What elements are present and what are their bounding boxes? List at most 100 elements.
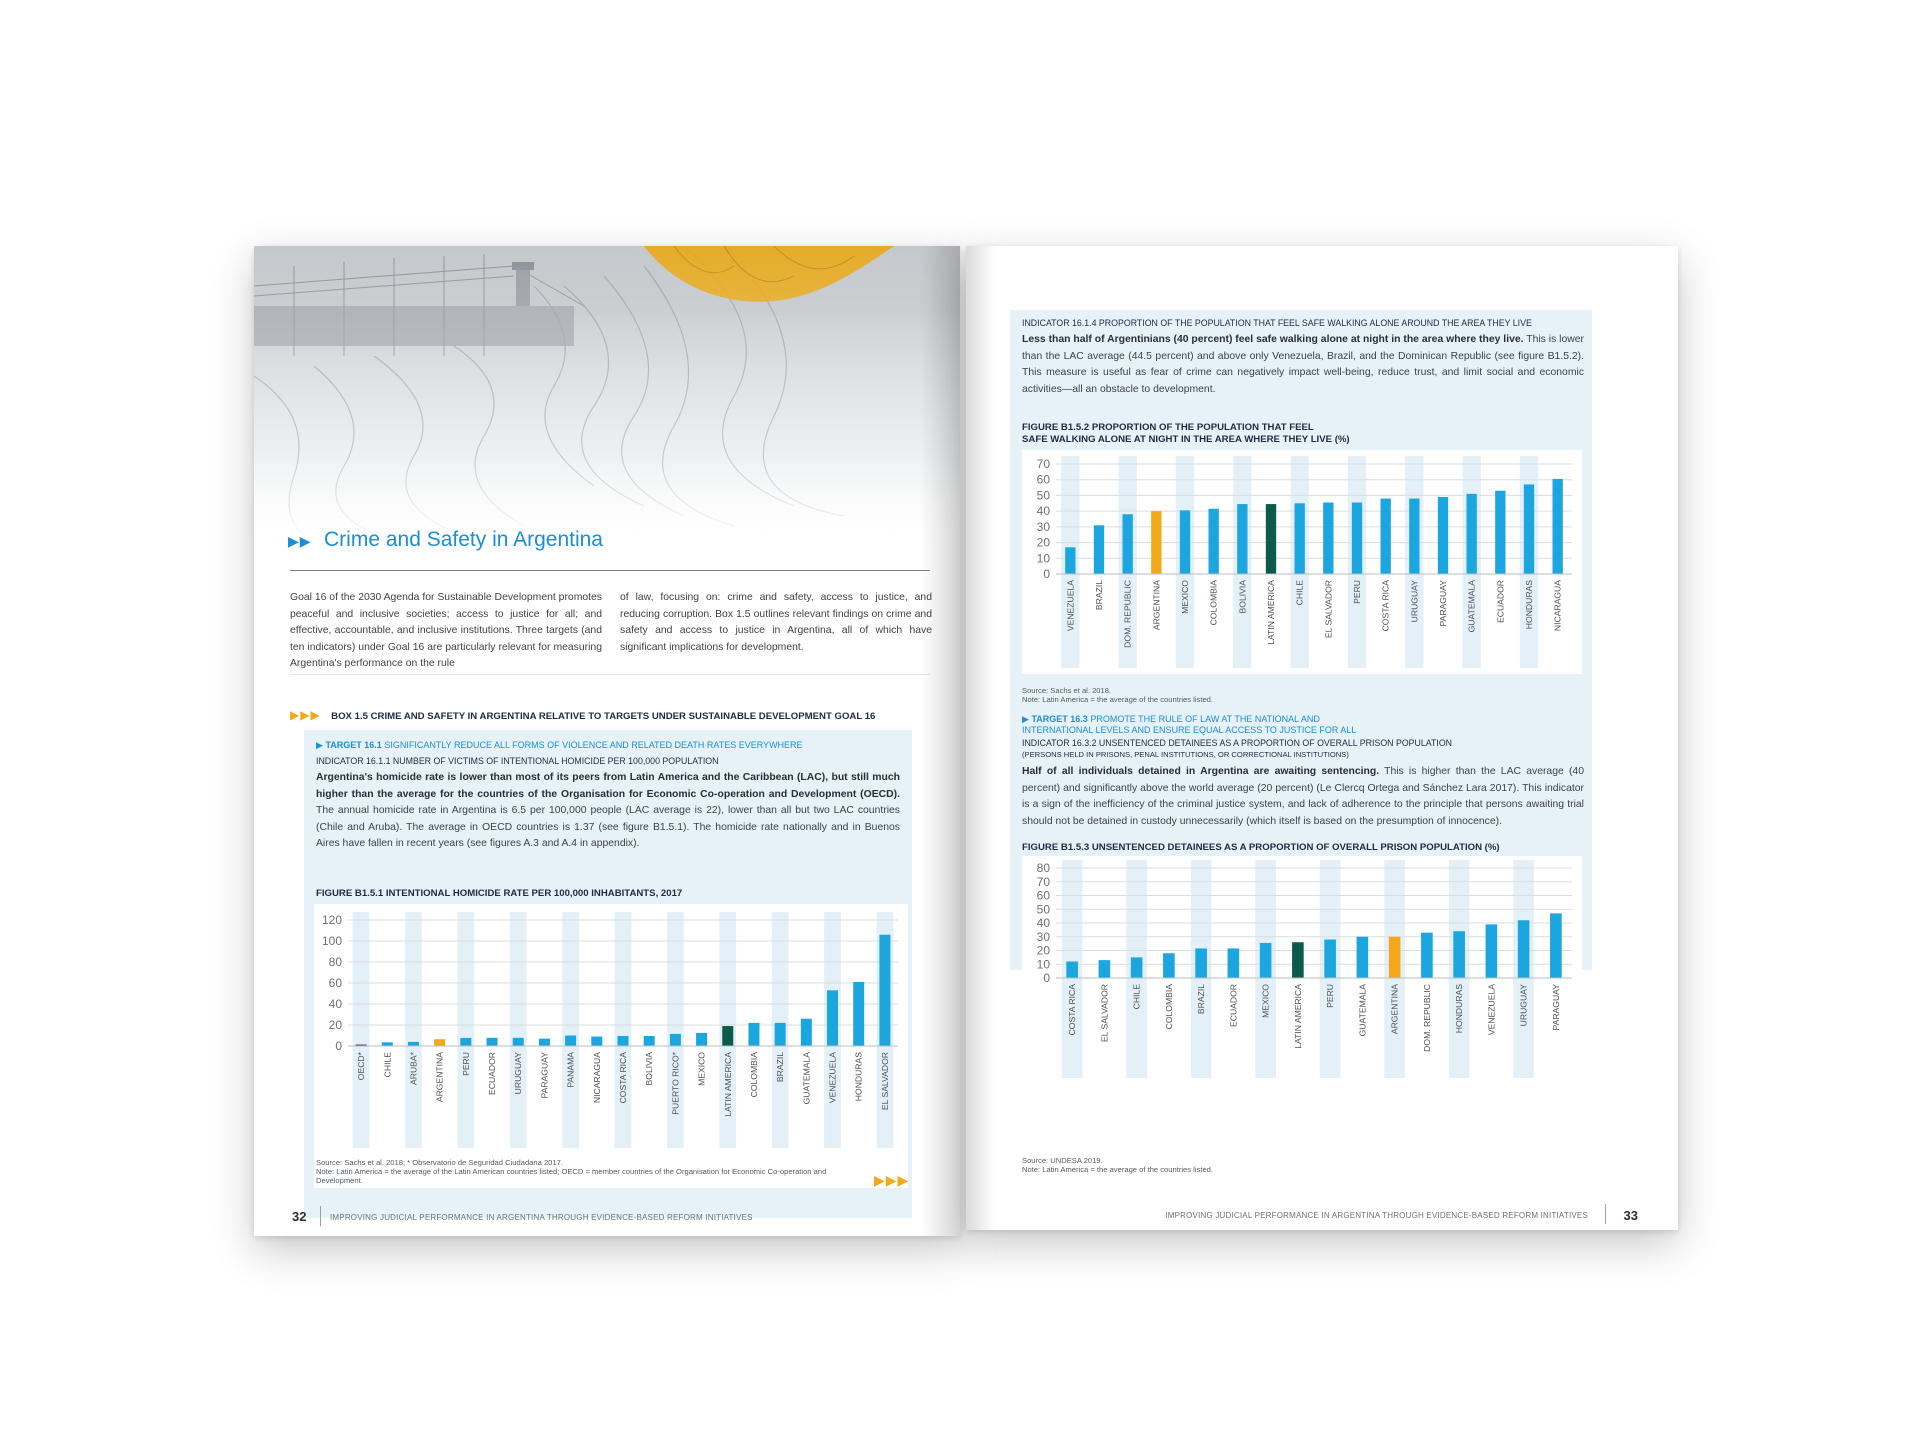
category-stripe bbox=[457, 912, 475, 1148]
homicide-rate-chart: 0 20 40 60 80 100 120 OECD* CHILE ARUBA* ARGENTINA… bbox=[322, 912, 898, 1148]
bar-argentina bbox=[1151, 511, 1162, 574]
bar-venezuela bbox=[1485, 924, 1498, 978]
category-label: URUGUAY bbox=[1519, 984, 1529, 1027]
chart-1-panel: 0 20 40 60 80 100 120 OECD* CHILE ARUBA* ARGENTINA… bbox=[314, 904, 908, 1188]
bar-peru bbox=[460, 1037, 472, 1046]
y-tick-label: 30 bbox=[1037, 930, 1051, 944]
bar-chile bbox=[1130, 957, 1143, 978]
footer-separator-left bbox=[320, 1206, 321, 1226]
figure-b1-5-2-title-line2: SAFE WALKING ALONE AT NIGHT IN THE AREA … bbox=[1022, 434, 1350, 445]
bar-brazil bbox=[1195, 948, 1207, 978]
bar-nicaragua bbox=[591, 1036, 603, 1046]
y-tick-label: 20 bbox=[1037, 536, 1051, 550]
bar-dom-republic bbox=[1122, 514, 1133, 574]
detainees-paragraph-rest: This is higher than the LAC average (40 … bbox=[1022, 766, 1584, 827]
bar-el-salvador bbox=[1098, 960, 1111, 978]
category-label: PERU bbox=[461, 1052, 471, 1076]
figure-3-source: Source: UNDESA 2019. bbox=[1022, 1156, 1103, 1165]
category-label: EL SALVADOR bbox=[1323, 580, 1333, 638]
bar-brazil bbox=[774, 1022, 786, 1046]
y-tick-label: 120 bbox=[322, 913, 342, 927]
bar-bolivia bbox=[1237, 504, 1248, 574]
bar-aruba bbox=[407, 1041, 419, 1046]
y-tick-label: 0 bbox=[335, 1039, 342, 1053]
category-label: URUGUAY bbox=[1409, 580, 1419, 623]
figure-1-source-note: Source: Sachs et al. 2018; * Observatori… bbox=[316, 1158, 836, 1185]
category-label: CHILE bbox=[382, 1052, 392, 1078]
gutter-shadow bbox=[920, 246, 960, 1236]
category-label: HONDURAS bbox=[1524, 580, 1534, 629]
continue-arrows-icon: ▶▶▶ bbox=[874, 1172, 910, 1188]
detainees-paragraph-bold: Half of all individuals detained in Arge… bbox=[1022, 766, 1380, 777]
indicator-16-3-2-title: INDICATOR 16.3.2 UNSENTENCED DETAINEES A… bbox=[1022, 738, 1453, 748]
category-label: COSTA RICA bbox=[1381, 580, 1391, 632]
target-text: SIGNIFICANTLY REDUCE ALL FORMS OF VIOLEN… bbox=[384, 740, 803, 750]
bar-argentina bbox=[434, 1039, 446, 1046]
bar-colombia bbox=[748, 1022, 760, 1046]
category-label: MEXICO bbox=[1180, 580, 1190, 614]
category-label: COLOMBIA bbox=[1209, 580, 1219, 626]
category-label: PARAGUAY bbox=[539, 1052, 549, 1099]
gutter-shadow-right bbox=[966, 246, 996, 1230]
bar-nicaragua bbox=[1552, 478, 1563, 574]
bar-venezuela bbox=[1065, 547, 1076, 574]
bar-costa-rica bbox=[617, 1036, 629, 1046]
figure-2-note: Note: Latin America = the average of the… bbox=[1022, 695, 1214, 704]
category-label: CHILE bbox=[1132, 984, 1142, 1010]
hero-image bbox=[254, 246, 960, 546]
category-label: PARAGUAY bbox=[1551, 984, 1561, 1031]
bar-guatemala bbox=[1356, 936, 1369, 978]
y-tick-label: 50 bbox=[1037, 902, 1051, 916]
category-label: DOM. REPUBLIC bbox=[1123, 580, 1133, 648]
category-label: ARGENTINA bbox=[1151, 580, 1161, 630]
category-label: BRAZIL bbox=[1094, 580, 1104, 610]
chart-2-panel: 0 10 20 30 40 50 60 70 VENEZUELA BRAZIL DOM. REPUB… bbox=[1022, 450, 1582, 674]
y-tick-label: 10 bbox=[1037, 551, 1051, 565]
category-label: BRAZIL bbox=[775, 1052, 785, 1082]
y-tick-label: 0 bbox=[1043, 971, 1050, 985]
y-tick-label: 60 bbox=[1037, 473, 1051, 487]
bar-puerto-rico bbox=[669, 1033, 681, 1046]
category-label: HONDURAS bbox=[1454, 984, 1464, 1033]
bar-guatemala bbox=[800, 1018, 812, 1046]
category-label: MEXICO bbox=[697, 1052, 707, 1086]
category-stripe bbox=[509, 912, 527, 1148]
category-label: PERU bbox=[1325, 984, 1335, 1008]
category-label: LATIN AMERICA bbox=[1293, 984, 1303, 1049]
category-label: GUATEMALA bbox=[801, 1052, 811, 1105]
category-label: ARGENTINA bbox=[435, 1052, 445, 1102]
box-top-divider bbox=[290, 674, 930, 675]
category-label: COSTA RICA bbox=[618, 1052, 628, 1104]
category-label: ECUADOR bbox=[487, 1052, 497, 1095]
bar-bolivia bbox=[643, 1036, 655, 1046]
footer-separator-right bbox=[1605, 1204, 1606, 1224]
bar-colombia bbox=[1208, 508, 1219, 574]
safety-paragraph-bold: Less than half of Argentinians (40 perce… bbox=[1022, 334, 1524, 345]
bar-honduras bbox=[1453, 931, 1465, 978]
double-arrow-icon: ▶▶ bbox=[288, 533, 312, 549]
running-footer-left: IMPROVING JUDICIAL PERFORMANCE IN ARGENT… bbox=[330, 1213, 753, 1222]
indicator-16-1-1: INDICATOR 16.1.1 NUMBER OF VICTIMS OF IN… bbox=[316, 756, 719, 766]
homicide-paragraph-bold: Argentina's homicide rate is lower than … bbox=[316, 772, 900, 800]
category-label: BOLIVIA bbox=[644, 1052, 654, 1086]
section-divider bbox=[290, 570, 930, 571]
category-label: VENEZUELA bbox=[1065, 580, 1075, 631]
bar-mexico bbox=[696, 1032, 708, 1046]
category-label: OECD* bbox=[356, 1051, 366, 1080]
category-label: EL SALVADOR bbox=[880, 1052, 890, 1110]
category-label: ECUADOR bbox=[1228, 984, 1238, 1027]
bar-argentina bbox=[1388, 936, 1401, 978]
category-label: ARGENTINA bbox=[1390, 984, 1400, 1034]
bar-el-salvador bbox=[1323, 502, 1334, 574]
category-label: MEXICO bbox=[1261, 984, 1271, 1018]
y-tick-label: 0 bbox=[1043, 567, 1050, 581]
category-label: GUATEMALA bbox=[1357, 984, 1367, 1037]
y-tick-label: 20 bbox=[329, 1018, 343, 1032]
indicator-16-3-2-sub: (PERSONS HELD IN PRISONS, PENAL INSTITUT… bbox=[1022, 750, 1349, 759]
figure-1-source: Source: Sachs et al. 2018; * Observatori… bbox=[316, 1158, 563, 1167]
category-label: LATIN AMERICA bbox=[723, 1052, 733, 1117]
target-16-3-label: TARGET 16.3 bbox=[1031, 714, 1088, 724]
bar-latin-america bbox=[1265, 504, 1277, 574]
chart-3-panel: 0 10 20 30 40 50 60 70 80 COSTA RICA EL SALVADOR CH… bbox=[1022, 856, 1582, 1082]
target-16-3-text-line2: INTERNATIONAL LEVELS AND ENSURE EQUAL AC… bbox=[1022, 725, 1357, 735]
